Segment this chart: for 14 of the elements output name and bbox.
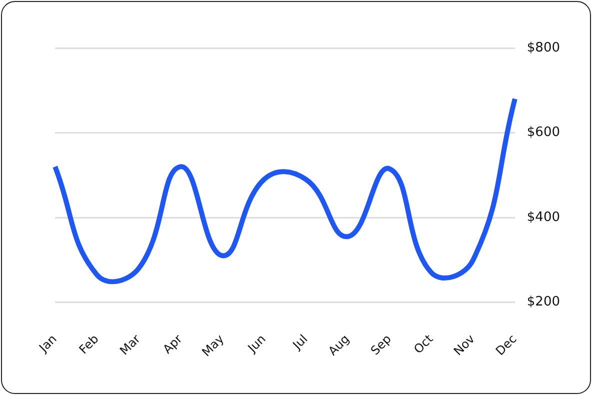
y-tick-label: $200	[526, 294, 560, 310]
x-tick-label: Mar	[117, 332, 144, 358]
y-tick-label: $600	[526, 125, 560, 140]
x-tick-label: Aug	[326, 332, 352, 358]
y-tick-label: $400	[526, 210, 560, 225]
x-tick-label: Dec	[492, 332, 520, 358]
x-tick-label: Jan	[36, 332, 60, 356]
x-tick-label: Jul	[289, 332, 310, 353]
y-tick-label: $800	[526, 40, 560, 56]
x-tick-label: Feb	[76, 332, 102, 357]
x-tick-label: Oct	[411, 332, 436, 356]
x-tick-label: Sep	[368, 332, 394, 358]
x-tick-label: Jun	[244, 332, 268, 356]
x-tick-label: Apr	[160, 332, 185, 356]
